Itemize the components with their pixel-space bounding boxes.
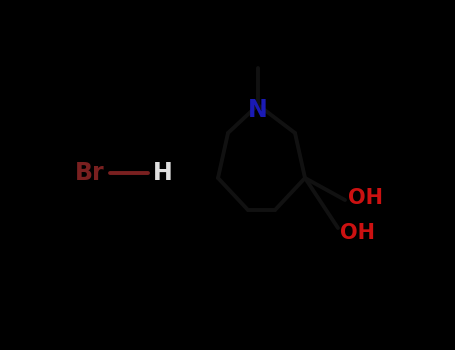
Text: H: H <box>153 161 173 185</box>
Text: N: N <box>248 98 268 122</box>
Text: Br: Br <box>75 161 105 185</box>
Text: OH: OH <box>340 223 375 243</box>
Text: OH: OH <box>348 188 383 208</box>
